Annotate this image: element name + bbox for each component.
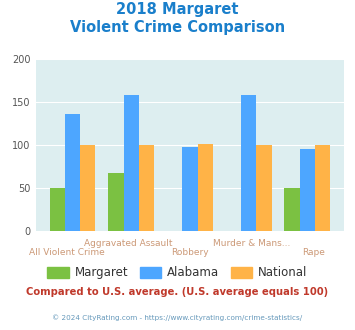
- Text: Robbery: Robbery: [171, 248, 209, 257]
- Bar: [124, 95, 139, 231]
- Bar: [182, 147, 198, 231]
- Text: Aggravated Assault: Aggravated Assault: [84, 239, 173, 248]
- Bar: [108, 173, 124, 231]
- Bar: [241, 95, 256, 231]
- Text: All Violent Crime: All Violent Crime: [28, 248, 104, 257]
- Legend: Margaret, Alabama, National: Margaret, Alabama, National: [43, 262, 312, 284]
- Bar: [284, 188, 300, 231]
- Bar: [50, 188, 65, 231]
- Bar: [80, 145, 95, 231]
- Text: © 2024 CityRating.com - https://www.cityrating.com/crime-statistics/: © 2024 CityRating.com - https://www.city…: [53, 314, 302, 321]
- Bar: [300, 148, 315, 231]
- Bar: [139, 145, 154, 231]
- Bar: [315, 145, 330, 231]
- Text: Compared to U.S. average. (U.S. average equals 100): Compared to U.S. average. (U.S. average …: [26, 287, 329, 297]
- Bar: [256, 145, 272, 231]
- Text: Murder & Mans...: Murder & Mans...: [213, 239, 290, 248]
- Text: 2018 Margaret: 2018 Margaret: [116, 2, 239, 16]
- Text: Violent Crime Comparison: Violent Crime Comparison: [70, 20, 285, 35]
- Bar: [198, 144, 213, 231]
- Bar: [65, 114, 80, 231]
- Text: Rape: Rape: [302, 248, 325, 257]
